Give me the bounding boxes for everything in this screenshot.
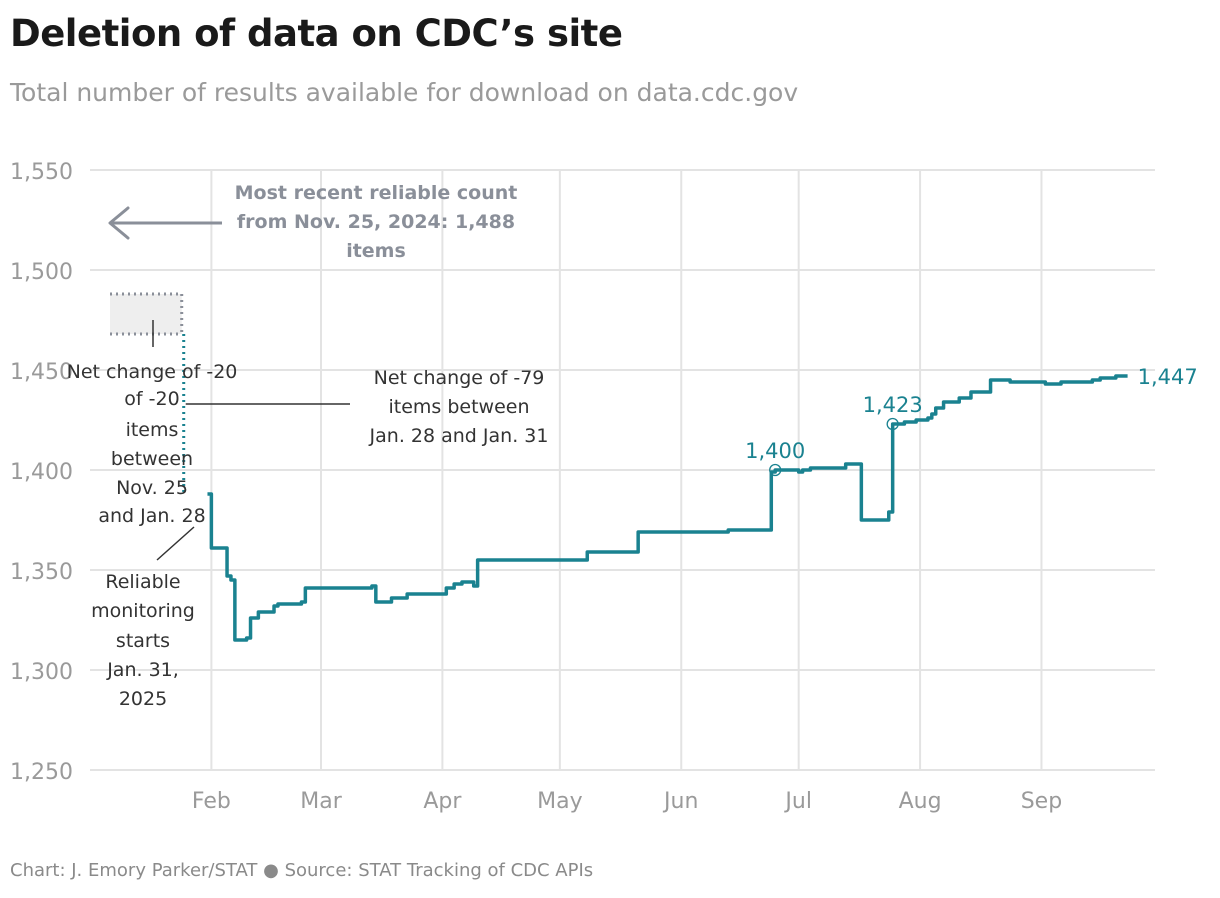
reliable-line-5: 2025: [119, 688, 167, 710]
chart-footer: Chart: J. Emory Parker/STAT ● Source: ST…: [10, 860, 594, 881]
net-79-line-2: items between: [388, 396, 529, 418]
x-tick-label: Feb: [192, 789, 231, 814]
y-gridlines: [90, 169, 1155, 771]
x-tick-label: Aug: [899, 789, 942, 814]
net-20-line-5: Nov. 25: [116, 477, 188, 499]
value-label: 1,423: [863, 393, 923, 417]
value-markers: [769, 417, 899, 477]
x-tick-label: Jun: [662, 789, 698, 814]
y-tick-label: 1,500: [10, 260, 73, 285]
y-tick-label: 1,550: [10, 160, 73, 185]
y-tick-label: 1,350: [10, 560, 73, 585]
value-labels: 1,400 1,423 1,447: [745, 365, 1198, 463]
net-change-79-annotation: Net change of -79 items between Jan. 28 …: [369, 367, 549, 447]
x-tick-label: Mar: [300, 789, 342, 814]
left-arrow-icon: [108, 206, 130, 240]
x-tick-label: May: [537, 789, 582, 814]
recent-count-line-3: items: [346, 240, 406, 262]
chart-title: Deletion of data on CDC’s site: [10, 12, 623, 55]
annotation-graphics: [108, 206, 350, 561]
value-label: 1,447: [1138, 365, 1198, 389]
y-tick-label: 1,450: [10, 360, 73, 385]
reliable-monitoring-annotation: Reliable monitoring starts Jan. 31, 2025: [91, 571, 195, 710]
net-79-line-3: Jan. 28 and Jan. 31: [369, 425, 549, 447]
net-change-20-shaded-box: [110, 294, 182, 334]
x-tick-label: Apr: [423, 789, 462, 814]
net-20-line-6: and Jan. 28: [98, 505, 205, 527]
reliable-line-2: monitoring: [91, 600, 195, 622]
recent-count-line-1: Most recent reliable count: [235, 182, 518, 204]
reliable-line-4: Jan. 31,: [106, 659, 179, 681]
recent-count-annotation: Most recent reliable count from Nov. 25,…: [235, 182, 518, 262]
net-change-20-annotation: Net change of -20 of -20 items between N…: [67, 361, 238, 527]
y-tick-label: 1,250: [10, 760, 73, 785]
value-label: 1,400: [745, 439, 805, 463]
net-20-line-2: of -20: [124, 388, 179, 410]
value-marker: [886, 417, 899, 431]
x-tick-label: Jul: [783, 789, 812, 814]
x-tick-labels: Feb Mar Apr May Jun Jul Aug Sep: [192, 789, 1062, 814]
net-79-line-1: Net change of -79: [374, 367, 545, 389]
x-tick-label: Sep: [1021, 789, 1062, 814]
net-20-line-1: Net change of -20: [67, 361, 238, 383]
net-20-line-4: between: [111, 448, 193, 470]
chart-subtitle: Total number of results available for do…: [10, 78, 799, 107]
y-tick-labels: 1,250 1,300 1,350 1,400 1,450 1,500 1,550: [10, 160, 73, 785]
y-tick-label: 1,300: [10, 660, 73, 685]
value-marker: [769, 463, 782, 477]
reliable-leader-line: [156, 526, 195, 561]
recent-count-line-2: from Nov. 25, 2024: 1,488: [237, 211, 515, 233]
y-tick-label: 1,400: [10, 460, 73, 485]
reliable-line-1: Reliable: [105, 571, 180, 593]
series-line: [207, 374, 1128, 642]
reliable-line-3: starts: [116, 630, 170, 652]
net-20-line-3: items: [126, 419, 179, 441]
